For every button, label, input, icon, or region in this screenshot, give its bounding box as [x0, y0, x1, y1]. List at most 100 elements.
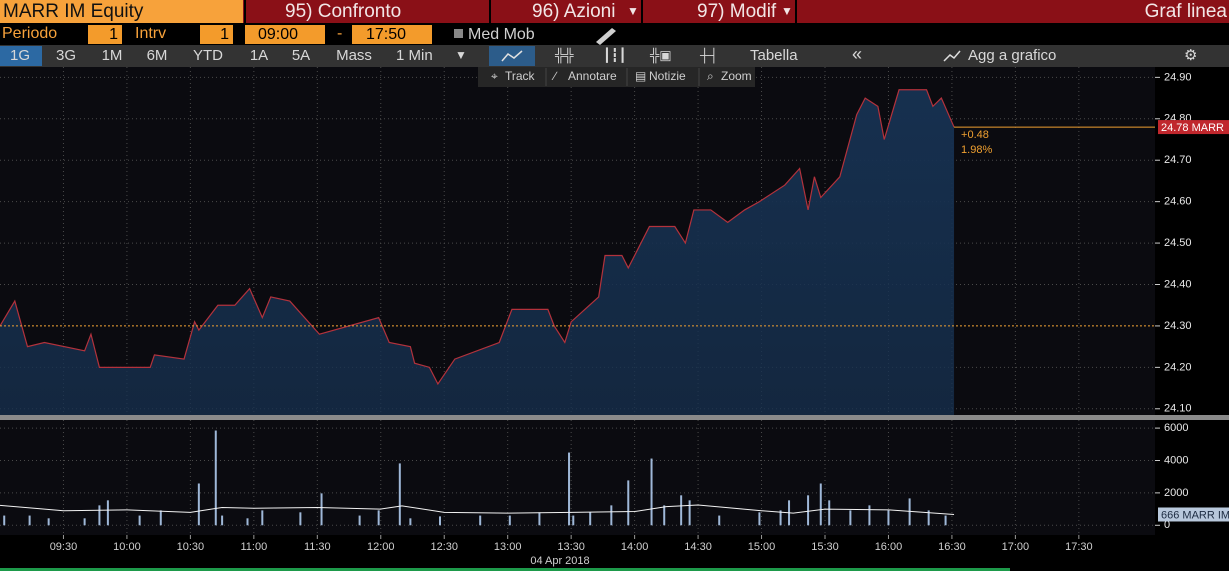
y-tick-label: 2000: [1164, 487, 1188, 499]
range-button[interactable]: 1M: [102, 47, 123, 64]
x-tick-label: 17:30: [1065, 541, 1093, 553]
volume-bar: [261, 510, 264, 526]
tool-icon[interactable]: ⌖: [491, 69, 498, 83]
range-button[interactable]: 1A: [250, 47, 268, 64]
settings-icon[interactable]: ⚙: [1184, 47, 1197, 64]
volume-bar: [398, 463, 401, 526]
price-line: [0, 89, 955, 386]
volume-bar: [807, 495, 810, 526]
volume-bar: [138, 515, 141, 526]
status-line: [0, 568, 1010, 571]
volume-bar: [479, 515, 482, 526]
volume-bar: [849, 510, 852, 526]
change-pct: 1.98%: [961, 144, 992, 156]
y-tick-label: 24.30: [1164, 320, 1192, 332]
last-label-box: [1158, 507, 1229, 522]
range-button[interactable]: 1G: [10, 47, 30, 64]
volume-bar: [927, 510, 930, 526]
volume-bar: [887, 510, 890, 526]
menu-item[interactable]: 95) Confronto: [285, 1, 401, 22]
x-tick-label: 12:30: [430, 541, 458, 553]
volume-bar: [320, 493, 323, 526]
volume-bar: [197, 483, 200, 526]
pencil-icon[interactable]: [596, 28, 616, 45]
range-button[interactable]: YTD: [193, 47, 223, 64]
x-tick-label: 11:00: [240, 541, 267, 553]
y-tick-label: 24.90: [1164, 71, 1192, 83]
icon[interactable]: ╬╬: [554, 46, 574, 64]
volume-bar: [409, 518, 412, 526]
volume-bar: [610, 505, 613, 526]
volume-bar: [214, 430, 217, 526]
volume-bar: [627, 480, 630, 526]
volume-bar: [28, 515, 31, 526]
x-tick-label: 10:30: [177, 541, 205, 553]
tool-icon[interactable]: ▤: [635, 69, 646, 83]
menu-item[interactable]: 96) Azioni: [532, 1, 615, 22]
table-button[interactable]: Tabella: [750, 47, 798, 64]
volume-bar: [650, 458, 653, 526]
x-tick-label: 10:00: [113, 541, 141, 553]
end-time[interactable]: 17:50: [366, 26, 406, 43]
range-button[interactable]: 5A: [292, 47, 310, 64]
volume-bar: [106, 500, 109, 526]
field[interactable]: [352, 25, 432, 44]
field[interactable]: [88, 25, 122, 44]
icon[interactable]: ┼┤: [699, 47, 718, 63]
range-button[interactable]: Mass: [336, 47, 372, 64]
icon[interactable]: ┃┇┃: [603, 46, 626, 63]
x-tick-label: 13:00: [494, 541, 522, 553]
volume-plot: [0, 420, 1155, 535]
y-tick-label: 0: [1164, 519, 1170, 531]
menu-item[interactable]: 97) Modif: [697, 1, 777, 22]
checkbox[interactable]: [454, 29, 463, 38]
field[interactable]: [200, 25, 233, 44]
tool-button[interactable]: Notizie: [649, 69, 686, 83]
volume-bar: [377, 510, 380, 526]
interval[interactable]: 1: [220, 26, 229, 43]
range-button[interactable]: 3G: [56, 47, 76, 64]
x-tick-label: 16:30: [938, 541, 966, 553]
y-tick-label: 24.70: [1164, 154, 1192, 166]
security[interactable]: MARR IM Equity: [3, 1, 144, 22]
moving-avg[interactable]: Med Mob: [468, 26, 535, 43]
security-box[interactable]: [0, 0, 243, 23]
icon[interactable]: ╬▣: [649, 46, 672, 64]
frequency[interactable]: 1 Min: [396, 47, 433, 64]
svg-text:▼: ▼: [781, 4, 793, 18]
x-tick-label: 15:00: [748, 541, 776, 553]
tool-button[interactable]: Zoom: [721, 69, 752, 83]
change: +0.48: [961, 129, 989, 141]
y-tick-label: 24.10: [1164, 403, 1192, 415]
volume-bar: [688, 500, 691, 526]
x-tick-label: 16:00: [875, 541, 903, 553]
moving-average: [0, 504, 955, 515]
view-name[interactable]: Graf linea: [1145, 1, 1228, 22]
tool-button[interactable]: Track: [505, 69, 536, 83]
collapse[interactable]: «: [852, 44, 862, 64]
x-tick-label: 17:00: [1002, 541, 1030, 553]
start-time[interactable]: 09:00: [258, 26, 298, 43]
volume-bar: [83, 518, 86, 526]
range-button[interactable]: 6M: [147, 47, 168, 64]
range-selected[interactable]: [0, 46, 42, 66]
period[interactable]: 1: [109, 26, 118, 43]
interval-label: Intrv: [135, 25, 166, 42]
x-tick-label: 09:30: [50, 541, 78, 553]
tool-button[interactable]: Annotare: [568, 69, 617, 83]
volume-bar: [663, 505, 666, 526]
add-button[interactable]: Agg a grafico: [968, 47, 1056, 64]
tool-icon[interactable]: ⌕: [707, 69, 714, 83]
last-price-label: 24.78 MARR: [1161, 122, 1224, 134]
y-tick-label: 4000: [1164, 454, 1188, 466]
x-tick-label: 11:30: [304, 541, 331, 553]
tool-icon[interactable]: ∕: [551, 69, 558, 83]
x-tick-label: 12:00: [367, 541, 395, 553]
volume-bar: [3, 515, 6, 526]
tool-bar: [478, 67, 755, 87]
volume-bar: [819, 483, 822, 526]
field[interactable]: [245, 25, 325, 44]
volume-bar: [538, 512, 541, 526]
